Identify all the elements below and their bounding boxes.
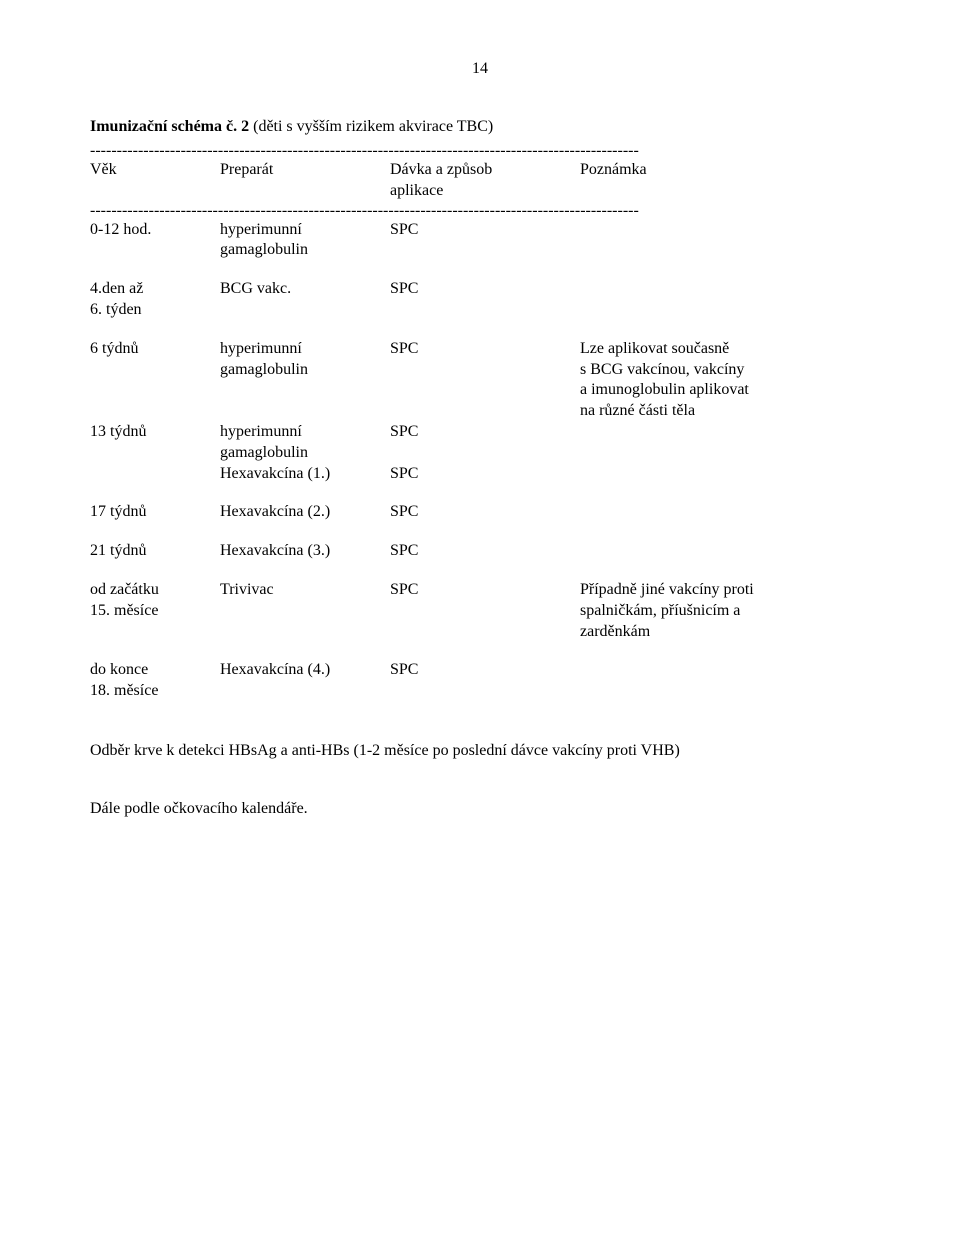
cell-age: 0-12 hod. [90,220,220,262]
header-prep: Preparát [220,160,390,202]
cell-note [580,502,870,523]
table-row: 6 týdnůhyperimunnígamaglobulinSPCLze apl… [90,339,870,422]
table-row: od začátku15. měsíceTrivivacSPCPřípadně … [90,580,870,642]
cell-note: Případně jiné vakcíny protispalničkám, p… [580,580,870,642]
cell-dose: SPC [390,660,580,702]
footer-note-1: Odběr krve k detekci HBsAg a anti-HBs (1… [90,742,870,760]
cell-age: do konce18. měsíce [90,660,220,702]
table-row: do konce18. měsíceHexavakcína (4.)SPC [90,660,870,702]
cell-note: Lze aplikovat současněs BCG vakcínou, va… [580,339,870,422]
divider-top: ----------------------------------------… [90,142,870,160]
header-note: Poznámka [580,160,870,202]
cell-dose: SPC [390,580,580,642]
schema-title: Imunizační schéma č. 2 (děti s vyšším ri… [90,118,870,136]
header-age: Věk [90,160,220,202]
table-header-row: Věk Preparát Dávka a způsobaplikace Pozn… [90,160,870,202]
cell-age: 6 týdnů [90,339,220,422]
table-row: 13 týdnůhyperimunnígamaglobulinHexavakcí… [90,422,870,484]
cell-preparat: hyperimunnígamaglobulin [220,220,390,262]
cell-dose: SPC [390,339,580,422]
document-page: 14 Imunizační schéma č. 2 (děti s vyšším… [0,0,960,878]
cell-age: 21 týdnů [90,541,220,562]
cell-preparat: Hexavakcína (3.) [220,541,390,562]
table-row: 21 týdnůHexavakcína (3.)SPC [90,541,870,562]
cell-preparat: Trivivac [220,580,390,642]
cell-dose: SPCSPC [390,422,580,484]
table-row: 0-12 hod.hyperimunnígamaglobulinSPC [90,220,870,262]
cell-dose: SPC [390,279,580,321]
cell-preparat: Hexavakcína (4.) [220,660,390,702]
cell-age: 13 týdnů [90,422,220,484]
table-body: 0-12 hod.hyperimunnígamaglobulinSPC4.den… [90,220,870,702]
cell-preparat: hyperimunnígamaglobulin [220,339,390,422]
table-row: 17 týdnůHexavakcína (2.)SPC [90,502,870,523]
cell-note [580,279,870,321]
cell-age: 4.den až6. týden [90,279,220,321]
cell-age: od začátku15. měsíce [90,580,220,642]
title-bold-part: Imunizační schéma č. 2 [90,118,249,135]
cell-note [580,660,870,702]
header-dose: Dávka a způsobaplikace [390,160,580,202]
footer-note-2: Dále podle očkovacího kalendáře. [90,800,870,818]
cell-dose: SPC [390,220,580,262]
cell-preparat: BCG vakc. [220,279,390,321]
table-row: 4.den až6. týdenBCG vakc.SPC [90,279,870,321]
cell-preparat: hyperimunnígamaglobulinHexavakcína (1.) [220,422,390,484]
cell-dose: SPC [390,502,580,523]
cell-note [580,541,870,562]
cell-note [580,422,870,484]
cell-preparat: Hexavakcína (2.) [220,502,390,523]
cell-dose: SPC [390,541,580,562]
divider-under-header: ----------------------------------------… [90,202,870,220]
cell-note [580,220,870,262]
page-number: 14 [90,60,870,78]
title-rest: (děti s vyšším rizikem akvirace TBC) [249,118,493,135]
cell-age: 17 týdnů [90,502,220,523]
